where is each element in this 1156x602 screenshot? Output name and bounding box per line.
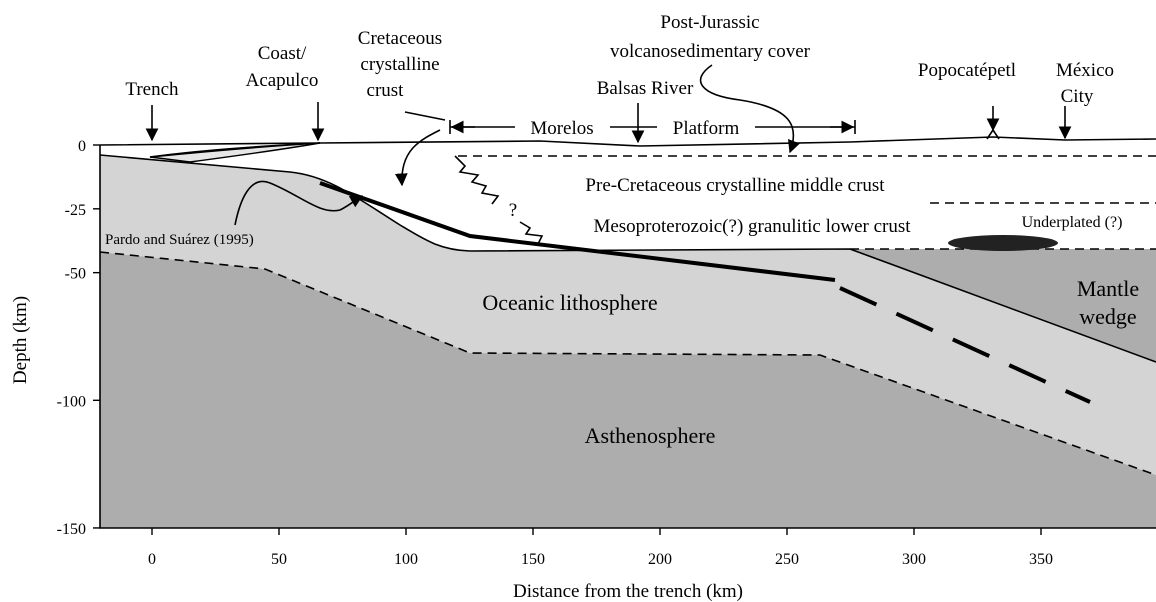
label: Asthenosphere: [585, 423, 716, 448]
y-tick-label: -100: [57, 393, 86, 410]
y-tick-label: -25: [65, 202, 86, 219]
label: Popocatépetl: [918, 60, 1016, 81]
label: Mesoproterozoic(?) granulitic lower crus…: [593, 216, 911, 237]
x-tick-label: 300: [902, 551, 926, 568]
label: México: [1056, 60, 1114, 81]
label: Platform: [673, 118, 740, 139]
x-axis-label: Distance from the trench (km): [513, 581, 743, 602]
label: Trench: [125, 79, 179, 100]
label: crystalline: [360, 54, 439, 75]
platform-span: [450, 120, 855, 134]
label: Acapulco: [246, 70, 319, 91]
x-tick-label: 150: [521, 551, 545, 568]
x-tick-label: 350: [1029, 551, 1053, 568]
arrow: [402, 130, 440, 185]
label: Morelos: [530, 118, 593, 139]
label: crust: [367, 80, 405, 101]
y-tick-label: -150: [57, 521, 86, 538]
zigzag: [455, 156, 542, 244]
x-tick-label: 100: [394, 551, 418, 568]
y-axis-label: Depth (km): [10, 296, 31, 384]
label: Balsas River: [597, 78, 694, 99]
surface: [100, 137, 1156, 146]
label: volcanosedimentary cover: [610, 41, 811, 62]
x-tick-label: 0: [148, 551, 156, 568]
label: wedge: [1079, 304, 1136, 329]
x-tick-label: 250: [775, 551, 799, 568]
label: Pre-Cretaceous crystalline middle crust: [585, 175, 885, 196]
label: City: [1061, 86, 1094, 107]
label: Mantle: [1077, 276, 1139, 301]
y-tick-label: 0: [78, 138, 86, 155]
label: Oceanic lithosphere: [482, 290, 657, 315]
label: ?: [509, 200, 517, 221]
y-tick-label: -50: [65, 266, 86, 283]
label: Coast/: [258, 43, 307, 64]
cross-section: 0 50 100 150 200 250 300 350 0 -25 -50 -100 -150 Tre…: [0, 0, 1156, 602]
label: Post-Jurassic: [660, 12, 759, 33]
accretion: [150, 143, 320, 162]
label: Pardo and Suárez (1995): [105, 232, 254, 248]
x-tick-label: 50: [271, 551, 287, 568]
underplated-body: [948, 235, 1058, 251]
x-tick-label: 200: [648, 551, 672, 568]
label: Cretaceous: [358, 28, 442, 49]
leader: [405, 112, 445, 120]
label: Underplated (?): [1022, 214, 1123, 231]
